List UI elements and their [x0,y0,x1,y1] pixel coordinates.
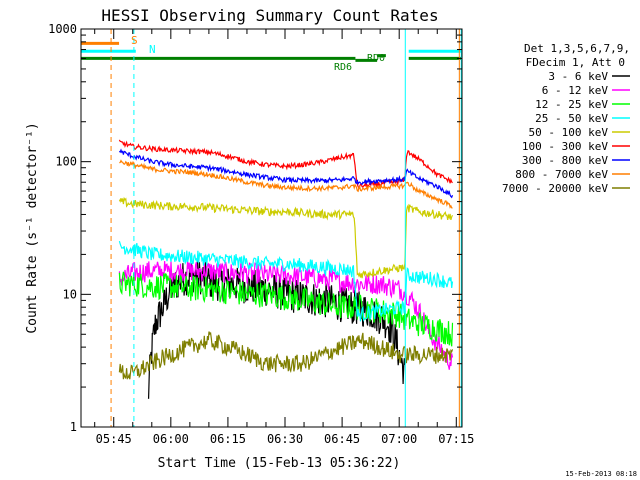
band-layer [81,41,461,62]
x-tick-label-1: 06:00 [153,432,189,446]
x-axis: 05:45 06:00 06:15 06:30 06:45 07:00 07:15 [94,29,474,446]
legend-entry-7: 800 - 7000 keV [515,168,608,181]
y-tick-label-2: 100 [55,155,77,169]
x-tick-label-4: 06:45 [324,432,360,446]
rd6-label: RD6 [334,62,352,73]
series-2-line [118,271,454,347]
series-7-line [119,159,453,209]
series-5-line [118,139,453,190]
x-tick-label-5: 07:00 [381,432,417,446]
chart-title: HESSI Observing Summary Count Rates [101,6,438,25]
x-tick-label-3: 06:30 [267,432,303,446]
legend-entry-8: 7000 - 20000 keV [502,182,608,195]
series-4-line [118,196,454,279]
y-tick-label-1: 10 [63,287,77,301]
series-8-line [118,331,454,380]
x-axis-label: Start Time (15-Feb-13 05:36:22) [158,456,401,471]
timestamp: 15-Feb-2013 08:18 [565,470,637,478]
vline-layer [110,29,462,427]
series-1-line [118,260,454,370]
y-axis: 1 10 100 1000 [48,22,462,434]
rd0-label: RD0 [367,53,385,64]
legend-entry-5: 100 - 300 keV [522,140,608,153]
x-tick-label-2: 06:15 [210,432,246,446]
series-6-line [118,148,454,199]
y-tick-label-3: 1000 [48,22,77,36]
legend-entry-3: 25 - 50 keV [535,112,608,125]
y-axis-label: Count Rate (s⁻¹ detector⁻¹) [25,122,40,333]
legend-entry-4: 50 - 100 keV [529,126,609,139]
legend-entry-6: 300 - 800 keV [522,154,608,167]
plot-frame [80,28,463,428]
legend: Det 1,3,5,6,7,9, FDecim 1, Att 0 3 - 6 k… [502,42,630,195]
legend-header-line-1: Det 1,3,5,6,7,9, [524,42,630,55]
legend-entry-2: 12 - 25 keV [535,98,608,111]
series-layer [118,139,454,399]
x-tick-label-6: 07:15 [438,432,474,446]
series-3-line [118,240,454,322]
x-tick-label-0: 05:45 [96,432,132,446]
legend-header-line-2: FDecim 1, Att 0 [526,56,625,69]
legend-entry-0: 3 - 6 keV [548,70,608,83]
saa-label: S [131,34,138,47]
night-label: N [149,43,156,56]
legend-entry-1: 6 - 12 keV [542,84,609,97]
y-tick-label-0: 1 [70,420,77,434]
